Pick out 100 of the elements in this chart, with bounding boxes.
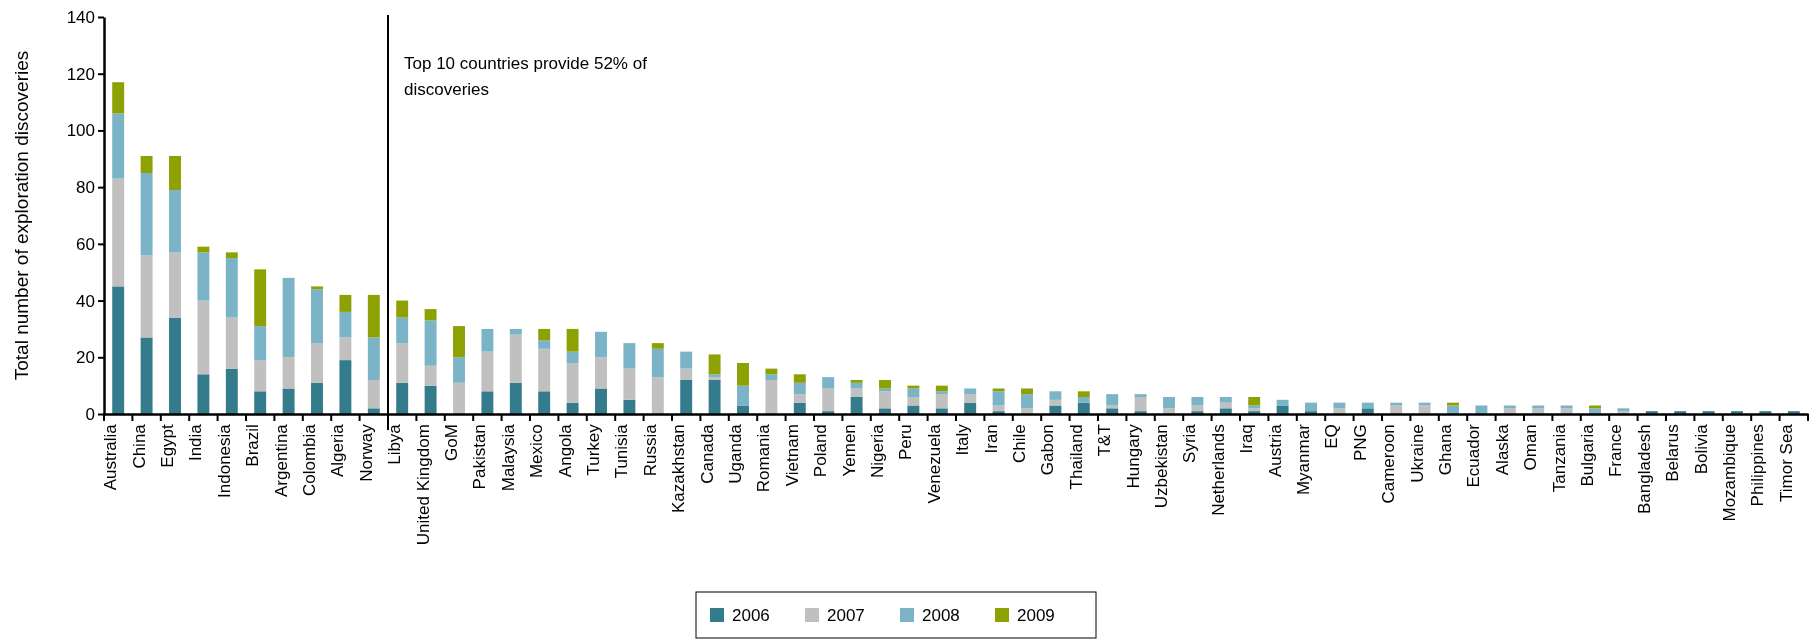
bar (1219, 396, 1232, 403)
bar (1049, 405, 1062, 414)
bar (1447, 405, 1459, 414)
annotation: Top 10 countries provide 52% of discoveries (404, 54, 648, 100)
bar (737, 362, 749, 386)
y-tick-label: 20 (76, 348, 95, 368)
bar (1390, 405, 1403, 414)
bar (1532, 405, 1545, 409)
bar (453, 357, 465, 383)
bar (651, 343, 664, 349)
x-tick-label: Philippines (1748, 424, 1768, 507)
bar (282, 277, 295, 358)
x-tick-label: Italy (953, 423, 973, 456)
x-tick-label: Uzbekistan (1151, 424, 1171, 509)
bar (538, 391, 551, 414)
bar (339, 294, 352, 312)
bar (879, 379, 891, 389)
x-tick-label: Thailand (1066, 424, 1086, 490)
bar (140, 155, 153, 173)
bar (509, 334, 522, 383)
x-tick-label: Cameroon (1379, 424, 1399, 504)
bar (1134, 396, 1147, 412)
x-tick-label: Vietnam (782, 424, 802, 487)
bar (793, 382, 806, 395)
x-tick-label: Argentina (271, 423, 291, 497)
legend-label: 2008 (922, 606, 960, 625)
bar (169, 252, 181, 318)
x-tick-label: PNG (1350, 424, 1370, 462)
bar (282, 357, 295, 389)
x-tick-label: Netherlands (1208, 424, 1228, 516)
y-tick-label: 60 (76, 234, 95, 254)
x-tick-label: Austria (1265, 423, 1285, 478)
x-tick-label: Poland (811, 424, 831, 478)
bar (112, 178, 125, 287)
bar (1248, 396, 1261, 406)
x-tick-label: EQ (1322, 424, 1342, 449)
bar (367, 337, 380, 380)
bar (453, 382, 465, 414)
x-tick-label: Iraq (1237, 424, 1257, 454)
bar (765, 374, 778, 380)
bar (850, 379, 863, 383)
bar (680, 351, 693, 369)
bar (169, 317, 181, 414)
bar (112, 82, 125, 114)
bar (850, 396, 863, 414)
x-tick-label: Norway (356, 423, 376, 482)
bar (538, 328, 551, 341)
bar (396, 343, 409, 383)
x-tick-label: Libya (385, 423, 405, 465)
bar (311, 382, 323, 414)
bar (566, 362, 579, 403)
x-tick-label: Oman (1521, 424, 1541, 471)
x-tick-label: Myanmar (1293, 423, 1313, 496)
bar (311, 343, 323, 383)
x-tick-label: Syria (1180, 423, 1200, 463)
bar (1560, 405, 1573, 409)
bar (481, 391, 494, 414)
x-tick-label: Venezuela (924, 423, 944, 504)
x-tick-label: Ecuador (1464, 423, 1484, 488)
bar (225, 258, 238, 318)
bar (907, 388, 920, 397)
x-tick-label: Yemen (839, 424, 859, 477)
bar (225, 317, 238, 369)
y-axis-title: Total number of exploration discoveries (11, 50, 32, 381)
legend-label: 2007 (827, 606, 865, 625)
x-tick-label: France (1606, 424, 1626, 478)
x-tick-label: Hungary (1123, 423, 1143, 489)
bar (1418, 405, 1431, 414)
bar (680, 379, 693, 414)
bar (964, 388, 977, 395)
bar (793, 394, 806, 403)
bar (481, 351, 494, 392)
bar (765, 379, 778, 414)
x-tick-label: Brazil (243, 424, 263, 467)
bar (1503, 405, 1516, 409)
bar (396, 317, 409, 344)
x-tick-label: Egypt (157, 423, 177, 468)
bar (651, 377, 664, 414)
bar (339, 337, 352, 361)
bar (793, 374, 806, 383)
bar (140, 337, 153, 414)
bar (424, 385, 437, 414)
bar (623, 343, 636, 369)
bar (651, 348, 664, 378)
bar (737, 405, 749, 414)
bar (1077, 391, 1090, 397)
bar (197, 374, 210, 414)
bar (907, 396, 920, 406)
bar (708, 354, 721, 375)
bar (396, 382, 409, 414)
bar (822, 377, 835, 389)
x-tick-label: United Kingdom (413, 424, 433, 546)
x-tick-label: Timor Sea (1776, 423, 1796, 502)
bar (566, 328, 579, 352)
x-tick-label: Indonesia (214, 423, 234, 498)
x-tick-label: Bulgaria (1577, 423, 1597, 487)
bar (1106, 394, 1119, 406)
bar (225, 368, 238, 414)
bar (1191, 396, 1204, 406)
x-tick-label: Tunisia (612, 423, 632, 479)
